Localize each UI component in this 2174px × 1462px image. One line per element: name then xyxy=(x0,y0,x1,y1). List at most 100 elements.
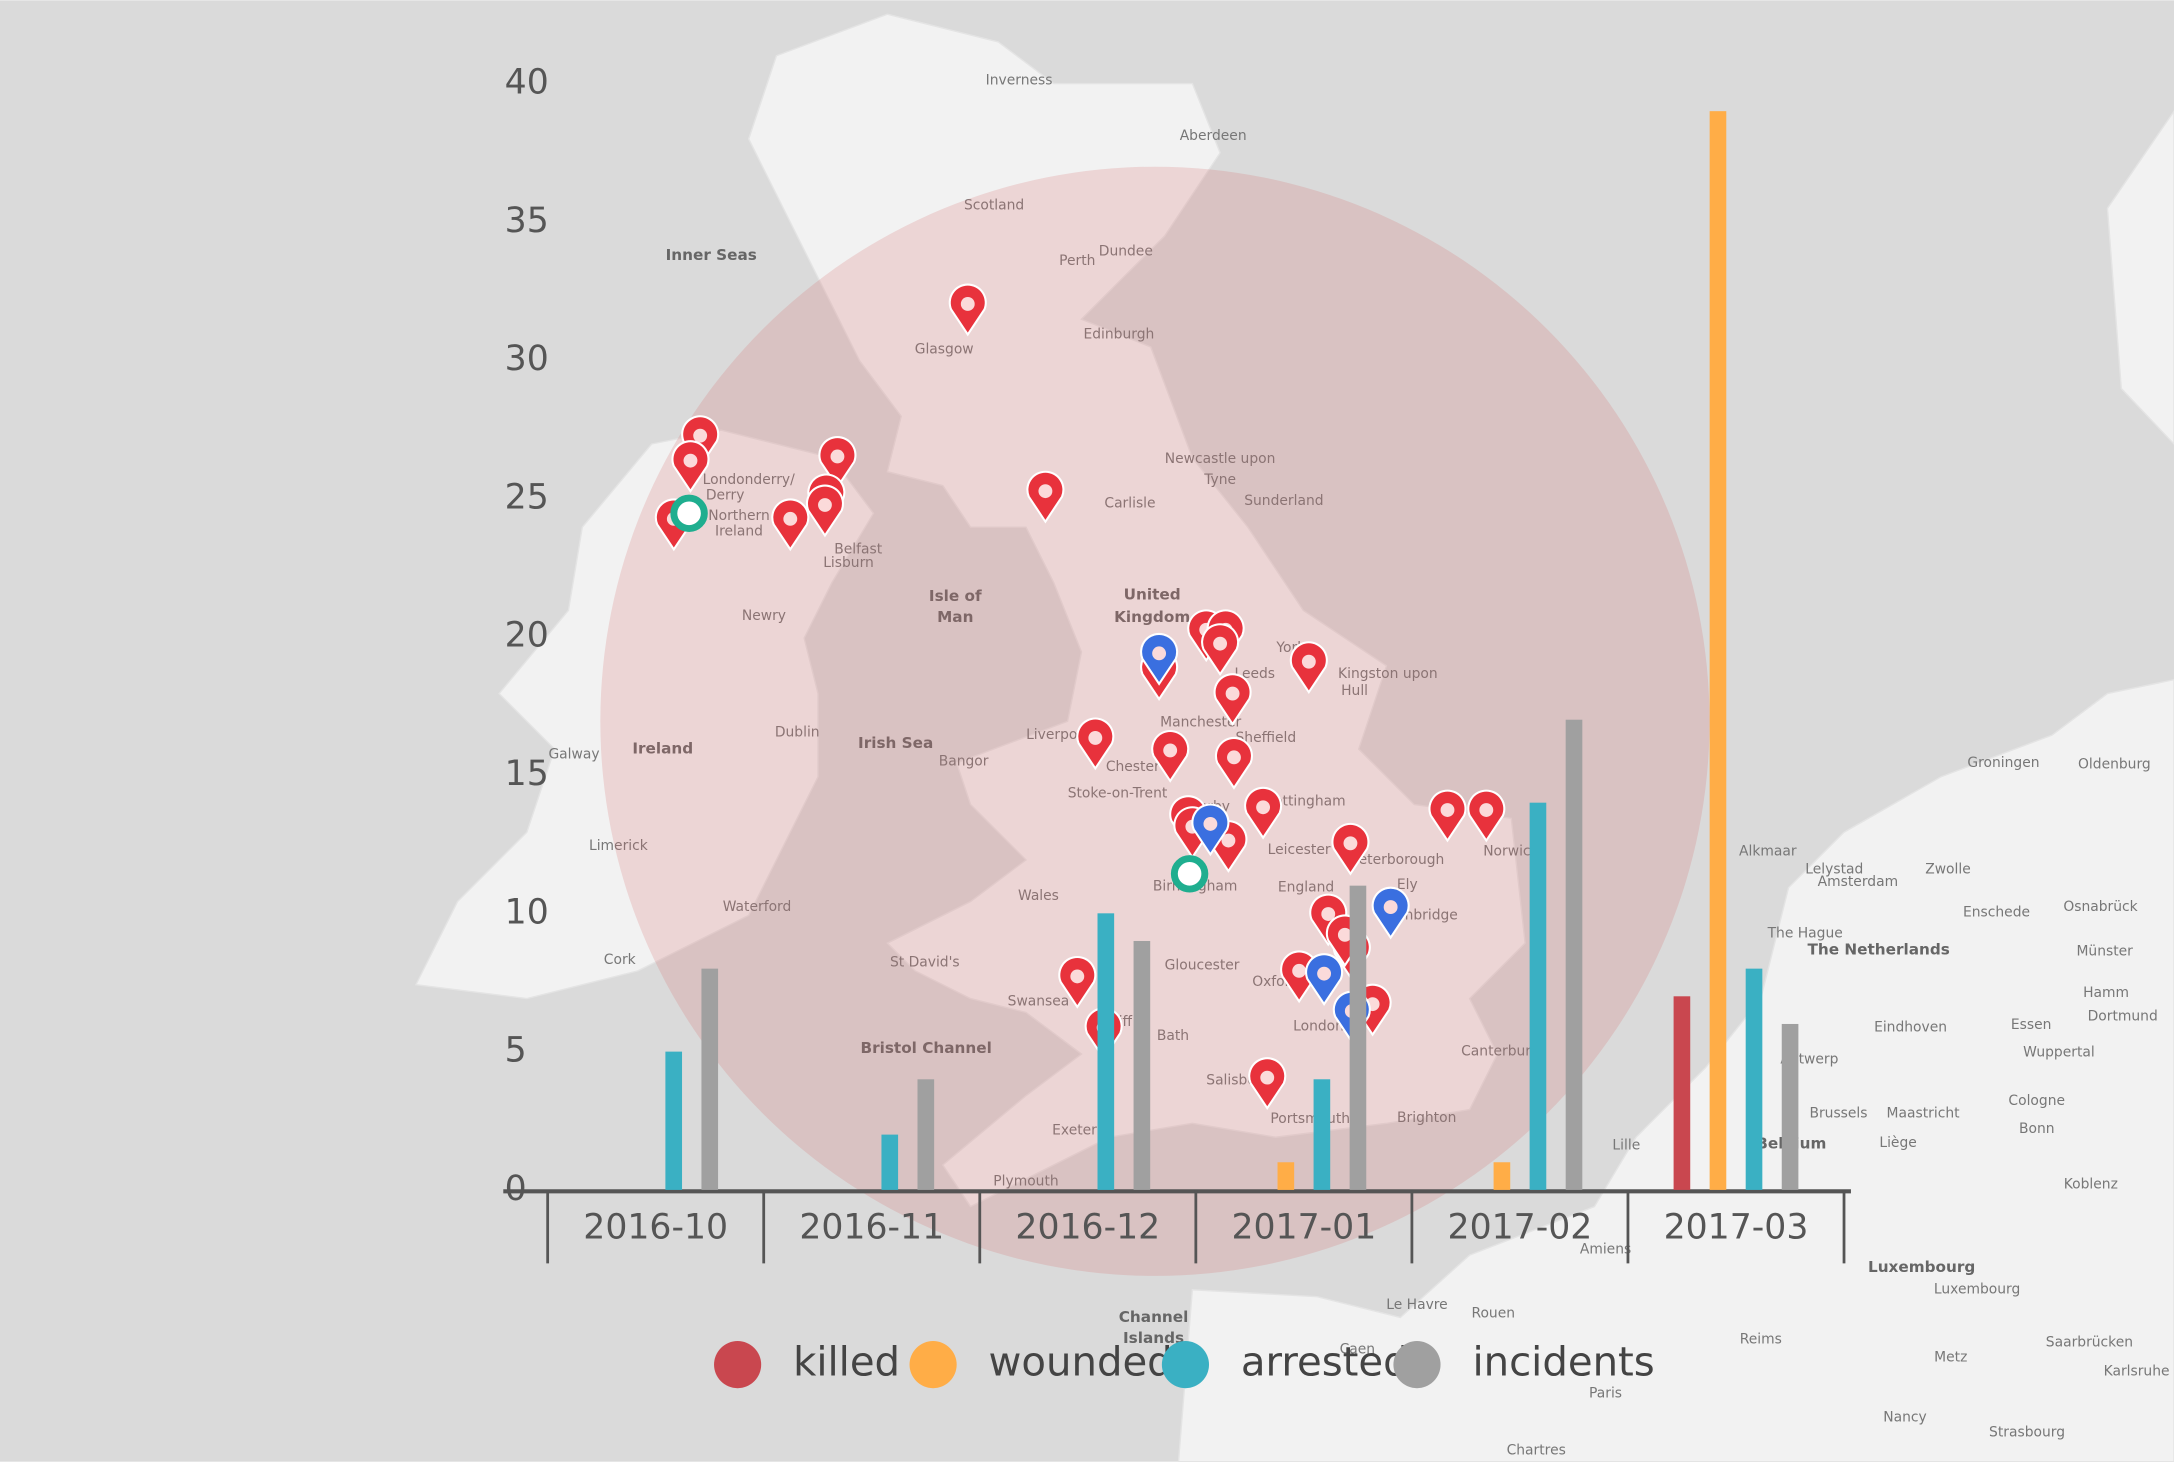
map-pin-icon xyxy=(1321,907,1336,921)
map-label: Cologne xyxy=(2008,1093,2065,1109)
map-label: Sheffield xyxy=(1236,730,1297,746)
map-label: Hamm xyxy=(2083,985,2129,1001)
map-label: Saarbrücken xyxy=(2046,1334,2133,1350)
map-pin-icon xyxy=(1203,816,1218,831)
x-tick-label: 2016-12 xyxy=(1015,1208,1160,1248)
map-label: Reims xyxy=(1740,1332,1782,1348)
map-label: Plymouth xyxy=(993,1174,1058,1190)
map-label: Caen xyxy=(1340,1341,1375,1357)
x-tick-label: 2017-02 xyxy=(1448,1208,1593,1248)
bar xyxy=(1349,885,1367,1190)
map-label: Rouen xyxy=(1471,1305,1515,1321)
map-label: Paris xyxy=(1589,1386,1622,1402)
map-label: Isle of xyxy=(929,587,982,605)
ireland xyxy=(414,429,875,1000)
map-label: Kingston upon xyxy=(1338,666,1438,682)
bar xyxy=(1709,111,1727,1190)
map-label: Peterborough xyxy=(1351,852,1445,868)
map-label: Tyne xyxy=(1203,472,1236,488)
map-label: Chester xyxy=(1106,759,1160,775)
map-pin-icon xyxy=(683,453,698,468)
map-label: Ireland xyxy=(632,740,693,758)
map-label: Norwich xyxy=(1483,844,1539,860)
y-tick-label: 35 xyxy=(505,201,549,241)
bar xyxy=(1313,1079,1331,1190)
map-label: Essen xyxy=(2011,1017,2052,1033)
map-label: Karlsruhe xyxy=(2104,1364,2170,1380)
y-tick-label: 5 xyxy=(505,1031,527,1071)
map-pin-icon xyxy=(830,449,845,464)
y-tick-label: 10 xyxy=(505,892,549,932)
map-label: Inner Seas xyxy=(666,246,757,264)
bar xyxy=(1673,996,1691,1190)
map-label: Ely xyxy=(1397,877,1418,893)
map-pin-icon xyxy=(1337,927,1352,942)
map-label: Metz xyxy=(1934,1350,1967,1366)
map-label: Waterford xyxy=(723,899,792,915)
y-tick-label: 15 xyxy=(505,754,549,794)
map-label: Londonderry/ xyxy=(703,472,795,488)
map-label: Islands xyxy=(1123,1329,1184,1347)
map-label: Inverness xyxy=(986,73,1053,89)
bar xyxy=(665,1051,683,1190)
map-label: Carlisle xyxy=(1104,496,1155,512)
map-label: Liège xyxy=(1879,1135,1916,1151)
legend-swatch xyxy=(1393,1341,1441,1389)
map-pin-icon xyxy=(1213,636,1228,651)
legend-swatch xyxy=(909,1341,957,1389)
map-label: Bath xyxy=(1157,1028,1189,1044)
map-pin-icon xyxy=(783,511,798,526)
map-label: Le Havre xyxy=(1386,1297,1447,1313)
map-label: Münster xyxy=(2076,943,2133,959)
map-ring xyxy=(1170,855,1209,893)
map-label: London xyxy=(1293,1018,1344,1034)
bar xyxy=(1565,719,1583,1190)
map-label: Northern xyxy=(708,508,770,524)
bar xyxy=(917,1079,935,1190)
map-label: Lille xyxy=(1612,1138,1640,1154)
map-label: Brighton xyxy=(1397,1110,1456,1126)
map-label: Luxembourg xyxy=(1868,1258,1975,1276)
map-label: Stoke-on-Trent xyxy=(1068,785,1168,801)
map-label: Dortmund xyxy=(2088,1009,2158,1025)
map-pin-icon xyxy=(1163,743,1178,758)
map-pin-icon xyxy=(818,498,832,512)
map-label: Manchester xyxy=(1160,715,1241,731)
legend-swatch xyxy=(1161,1341,1210,1389)
map-label: Groningen xyxy=(1967,755,2039,771)
map-pin-icon xyxy=(1256,800,1271,815)
map-label: Oldenburg xyxy=(2078,756,2151,772)
bar xyxy=(1277,1162,1295,1190)
map-label: Lelystad xyxy=(1805,862,1863,878)
map-label: Bonn xyxy=(2019,1121,2055,1137)
map-pin-icon xyxy=(1343,836,1358,851)
legend-swatch xyxy=(714,1341,762,1389)
y-tick-label: 40 xyxy=(505,63,549,103)
map-label: Bangor xyxy=(939,754,989,770)
map-label: Liverpool xyxy=(1026,727,1090,743)
map-ring xyxy=(670,494,708,533)
map-label: Strasbourg xyxy=(1989,1425,2065,1441)
bar xyxy=(1529,802,1547,1190)
map-label: Zwolle xyxy=(1925,862,1971,878)
x-tick-label: 2016-11 xyxy=(799,1208,944,1248)
map-label: Wuppertal xyxy=(2023,1045,2095,1061)
map-pin-icon xyxy=(1038,484,1053,499)
bar xyxy=(881,1134,899,1190)
bar xyxy=(1097,913,1115,1190)
area-overlay xyxy=(600,166,1710,1276)
map-label: Edinburgh xyxy=(1083,326,1154,342)
map-label: The Hague xyxy=(1767,925,1843,941)
x-tick-label: 2017-01 xyxy=(1231,1208,1376,1248)
map-label: Swansea xyxy=(1008,993,1070,1009)
map-label: Koblenz xyxy=(2064,1176,2118,1192)
map-label: Kingdom xyxy=(1114,608,1190,626)
map-label: England xyxy=(1278,880,1334,896)
map-pin-icon xyxy=(693,428,708,443)
map-label: Aberdeen xyxy=(1180,128,1247,144)
map-label: Leicester xyxy=(1268,842,1331,858)
legend-label: killed xyxy=(793,1340,900,1386)
map-pin-icon xyxy=(1227,750,1241,765)
bar xyxy=(1781,1023,1799,1190)
